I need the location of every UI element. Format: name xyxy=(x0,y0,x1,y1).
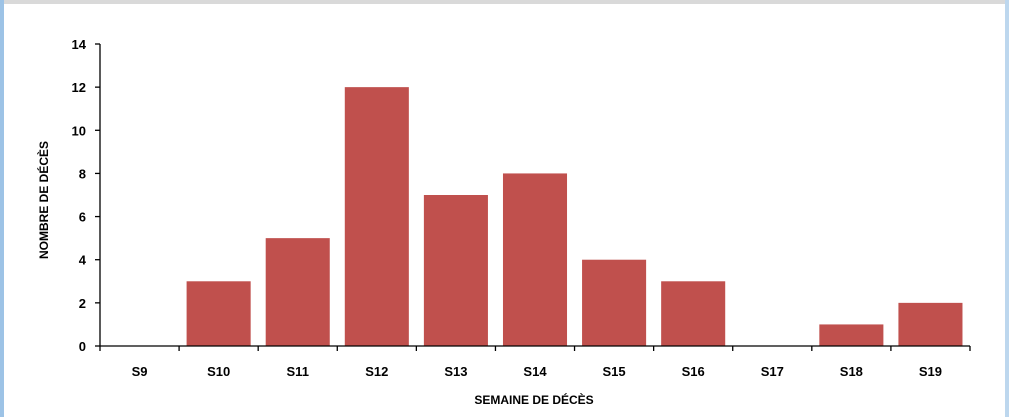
bar-s11 xyxy=(265,238,330,346)
y-tick-label: 2 xyxy=(79,296,86,311)
x-tick-label: S9 xyxy=(132,364,148,379)
y-tick-label: 12 xyxy=(72,80,86,95)
y-tick-label: 8 xyxy=(79,166,86,181)
y-axis-title: NOMBRE DE DÉCÈS xyxy=(36,141,51,259)
x-axis-title: SEMAINE DE DÉCÈS xyxy=(474,392,593,407)
x-tick-label: S10 xyxy=(207,364,230,379)
x-tick-label: S13 xyxy=(444,364,467,379)
x-tick-label: S15 xyxy=(603,364,626,379)
x-tick-label: S16 xyxy=(682,364,705,379)
x-tick-label: S14 xyxy=(523,364,547,379)
bar-s19 xyxy=(898,302,963,346)
y-tick-label: 0 xyxy=(79,339,86,354)
frame-left-edge xyxy=(0,0,4,417)
bar-s13 xyxy=(423,195,488,346)
bar-s18 xyxy=(819,324,884,346)
bar-s14 xyxy=(502,173,568,346)
x-tick-label: S18 xyxy=(840,364,863,379)
frame-right-edge xyxy=(1005,0,1009,417)
bar-s10 xyxy=(186,281,251,346)
y-tick-label: 6 xyxy=(79,210,86,225)
bar-s12 xyxy=(344,87,409,346)
frame-top-edge xyxy=(0,0,1009,4)
y-tick-label: 10 xyxy=(72,123,86,138)
x-tick-label: S11 xyxy=(287,364,309,379)
bar-s16 xyxy=(661,281,726,346)
y-axis: 0 2 4 6 8 10 12 14 xyxy=(72,37,101,354)
x-tick-label: S17 xyxy=(761,364,784,379)
x-tick-label: S19 xyxy=(919,364,942,379)
x-tick-label: S12 xyxy=(365,364,388,379)
bars-group xyxy=(186,87,963,346)
y-tick-label: 4 xyxy=(79,253,87,268)
y-tick-label: 14 xyxy=(72,37,87,52)
bar-s15 xyxy=(582,259,647,346)
x-axis: S9 S10 S11 S12 S13 S14 S15 S16 S17 S18 S19 xyxy=(99,345,971,379)
